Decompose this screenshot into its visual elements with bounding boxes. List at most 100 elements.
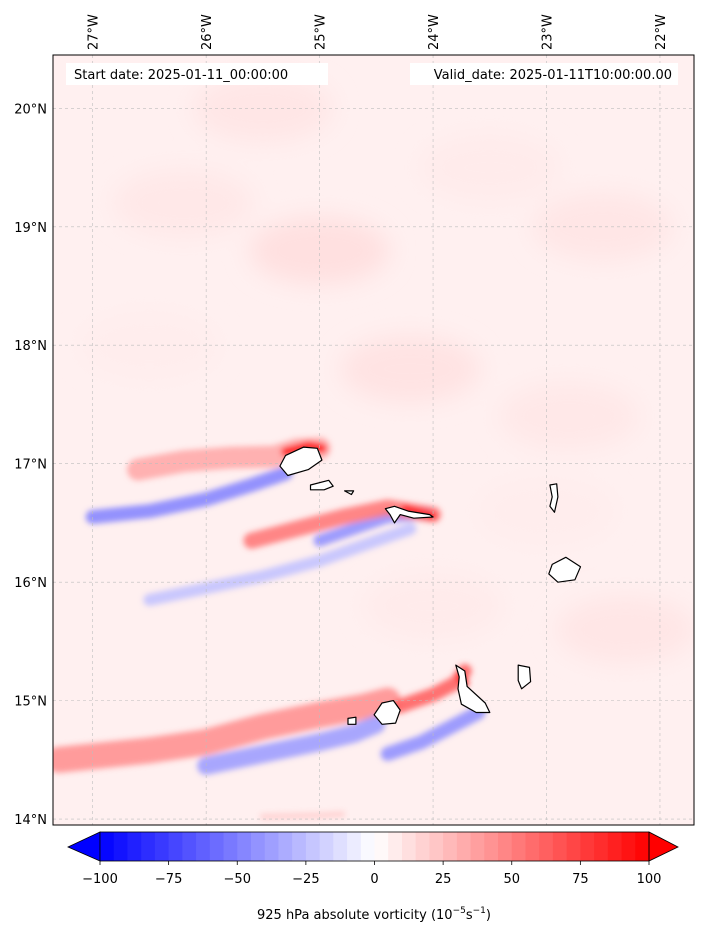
colorbar-tick-label: −50 bbox=[224, 872, 251, 887]
longitude-label: 23°W bbox=[541, 14, 556, 50]
colorbar-step bbox=[511, 832, 526, 861]
colorbar-extend-low bbox=[67, 831, 101, 862]
island-outline bbox=[309, 479, 334, 491]
map-frame bbox=[52, 54, 695, 826]
colorbar-step bbox=[539, 832, 554, 861]
background-patch bbox=[192, 74, 333, 143]
background-patch bbox=[499, 382, 640, 451]
longitude-label: 27°W bbox=[87, 14, 102, 50]
island-outline bbox=[347, 716, 357, 725]
colorbar-step bbox=[168, 832, 183, 861]
colorbar-step bbox=[415, 832, 430, 861]
island-outline bbox=[549, 483, 559, 513]
background-patch bbox=[340, 334, 481, 403]
colorbar-step bbox=[209, 832, 225, 861]
background-patch bbox=[363, 571, 504, 640]
colorbar-step bbox=[621, 832, 636, 861]
colorbar-step bbox=[333, 832, 348, 861]
longitude-label: 24°W bbox=[427, 14, 442, 50]
colorbar-step bbox=[360, 832, 375, 861]
background-patch bbox=[419, 133, 560, 202]
island-outlines bbox=[279, 446, 582, 725]
start-date-box bbox=[66, 63, 328, 85]
colorbar-step bbox=[374, 832, 389, 861]
colorbar-step bbox=[594, 832, 609, 861]
colorbar-tick-label: 75 bbox=[572, 872, 589, 887]
longitude-tick-labels: 27°W 26°W 25°W 24°W 23°W 22°W bbox=[87, 14, 669, 50]
colorbar: −100 −75 −50 −25 0 25 50 75 100 925 hPa absolute… bbox=[67, 831, 679, 923]
colorbar-step bbox=[443, 832, 458, 861]
colorbar-step bbox=[154, 832, 170, 861]
start-date-label: Start date: 2025-01-11_00:00:00 bbox=[74, 68, 288, 83]
colorbar-step bbox=[401, 832, 417, 861]
latitude-label: 15°N bbox=[14, 695, 47, 710]
colorbar-step bbox=[388, 832, 403, 861]
colorbar-step bbox=[607, 832, 623, 861]
colorbar-step bbox=[264, 832, 279, 861]
colorbar-step bbox=[223, 832, 238, 861]
colorbar-step bbox=[580, 832, 595, 861]
colorbar-step bbox=[196, 832, 211, 861]
background-patch bbox=[53, 619, 186, 688]
colorbar-tick-label: 50 bbox=[503, 872, 520, 887]
island-outline bbox=[455, 664, 491, 714]
colorbar-step bbox=[429, 832, 444, 861]
colorbar-step bbox=[113, 832, 128, 861]
latitude-label: 20°N bbox=[14, 102, 47, 117]
colorbar-step bbox=[141, 832, 156, 861]
colorbar-steps bbox=[100, 832, 650, 861]
vorticity-band bbox=[281, 441, 327, 457]
background-patch bbox=[555, 595, 694, 664]
colorbar-tick-label: 25 bbox=[435, 872, 452, 887]
vorticity-band bbox=[380, 705, 486, 761]
vorticity-bands bbox=[53, 437, 486, 820]
colorbar-step bbox=[292, 832, 307, 861]
colorbar-step bbox=[484, 832, 499, 861]
colorbar-step bbox=[456, 832, 472, 861]
colorbar-tick-label: −75 bbox=[155, 872, 182, 887]
latitude-tick-labels: 20°N 19°N 18°N 17°N 16°N 15°N 14°N bbox=[14, 102, 47, 828]
colorbar-label: 925 hPa absolute vorticity (10−5s−1) bbox=[257, 906, 491, 923]
colorbar-step bbox=[250, 832, 266, 861]
colorbar-tick-label: −25 bbox=[292, 872, 319, 887]
colorbar-extend-high bbox=[648, 831, 679, 862]
background-patch bbox=[249, 216, 390, 285]
map-panel: Start date: 2025-01-11_00:00:00 Valid_da… bbox=[14, 14, 695, 828]
latitude-label: 16°N bbox=[14, 576, 47, 591]
colorbar-tick-label: −100 bbox=[82, 872, 118, 887]
colorbar-tick-label: 0 bbox=[370, 872, 378, 887]
colorbar-step bbox=[566, 832, 581, 861]
longitude-label: 25°W bbox=[314, 14, 329, 50]
latitude-label: 19°N bbox=[14, 221, 47, 236]
colorbar-step bbox=[635, 832, 650, 861]
island-outline bbox=[548, 556, 582, 583]
longitude-label: 26°W bbox=[200, 14, 215, 50]
island-outline bbox=[344, 490, 355, 496]
colorbar-step bbox=[319, 832, 334, 861]
background-patch bbox=[113, 169, 254, 238]
island-outline bbox=[517, 664, 532, 690]
background-patch bbox=[533, 192, 674, 261]
colorbar-tick-label: 100 bbox=[637, 872, 662, 887]
valid-date-box bbox=[410, 63, 678, 85]
colorbar-step bbox=[347, 832, 362, 861]
colorbar-step bbox=[127, 832, 142, 861]
latitude-label: 18°N bbox=[14, 339, 47, 354]
background-vorticity-patches bbox=[53, 74, 694, 688]
longitude-label: 22°W bbox=[654, 14, 669, 50]
latitude-label: 14°N bbox=[14, 813, 47, 828]
colorbar-step bbox=[525, 832, 540, 861]
colorbar-step bbox=[100, 832, 115, 861]
vorticity-band bbox=[53, 687, 401, 773]
island-outline bbox=[279, 446, 323, 477]
graticule-gridlines bbox=[53, 55, 694, 825]
vorticity-band bbox=[143, 522, 417, 606]
latitude-label: 17°N bbox=[14, 458, 47, 473]
island-outline bbox=[373, 699, 401, 725]
vorticity-band bbox=[259, 811, 346, 820]
colorbar-step bbox=[182, 832, 197, 861]
colorbar-step bbox=[498, 832, 513, 861]
colorbar-step bbox=[278, 832, 293, 861]
vorticity-band bbox=[197, 715, 386, 775]
